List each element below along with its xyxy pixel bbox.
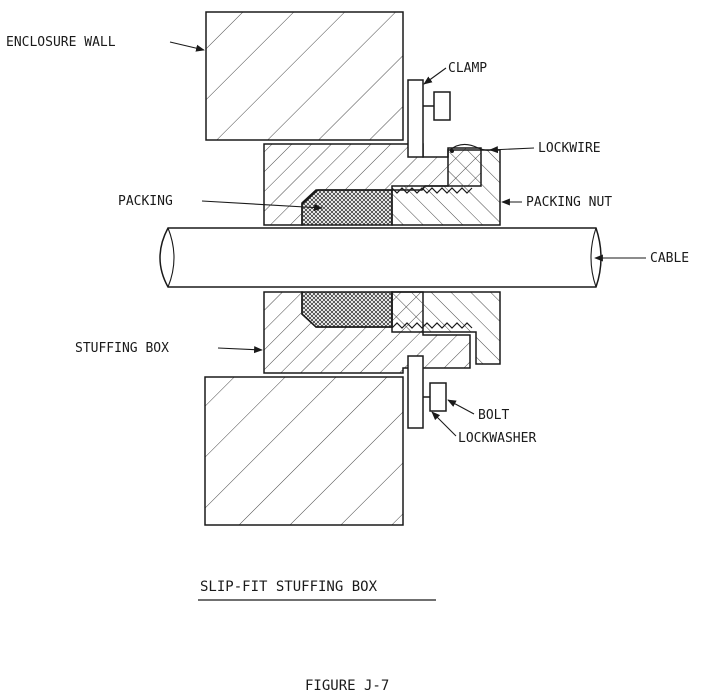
lower-packing bbox=[301, 291, 393, 328]
leader-enclosure-wall bbox=[169, 41, 205, 52]
leader-stuffing-box bbox=[217, 346, 263, 354]
label-stuffing-box: STUFFING BOX bbox=[75, 341, 169, 356]
label-packing: PACKING bbox=[118, 194, 173, 209]
leader-bolt bbox=[447, 399, 475, 415]
label-enclosure-wall: ENCLOSURE WALL bbox=[6, 35, 116, 50]
diagram-caption: SLIP-FIT STUFFING BOX bbox=[200, 579, 378, 595]
leader-packing bbox=[201, 200, 323, 212]
upper-bolt-head bbox=[433, 91, 451, 121]
label-clamp: CLAMP bbox=[448, 61, 487, 76]
lockwire-hole bbox=[450, 149, 454, 153]
cable-break-left bbox=[167, 227, 175, 288]
leader-lockwire bbox=[489, 146, 535, 154]
upper-clamp bbox=[407, 79, 424, 158]
label-packing-nut: PACKING NUT bbox=[526, 195, 612, 210]
label-lockwasher: LOCKWASHER bbox=[458, 431, 536, 446]
figure-number: FIGURE J-7 bbox=[305, 678, 389, 694]
lower-clamp bbox=[407, 355, 424, 429]
lower-bolt-head bbox=[429, 382, 447, 412]
cable-break-right bbox=[590, 227, 597, 288]
upper-enclosure-wall bbox=[205, 11, 404, 141]
label-lockwire: LOCKWIRE bbox=[538, 141, 601, 156]
cable bbox=[159, 227, 602, 288]
leader-lockwasher bbox=[431, 411, 457, 437]
lower-packing-nut bbox=[391, 291, 501, 365]
label-cable: CABLE bbox=[650, 251, 689, 266]
label-bolt: BOLT bbox=[478, 408, 509, 423]
upper-packing bbox=[301, 189, 393, 226]
upper-threads bbox=[391, 187, 473, 194]
lower-threads bbox=[391, 322, 473, 329]
leader-clamp bbox=[423, 67, 447, 85]
lower-enclosure-wall bbox=[204, 376, 404, 526]
